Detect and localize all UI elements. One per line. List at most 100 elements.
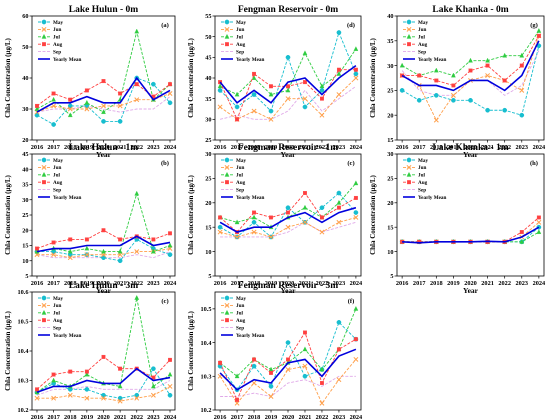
legend-label-sep: Sep (236, 325, 244, 331)
data-point-jul (251, 75, 257, 80)
panel-title: Lake Khanka - 0m (432, 5, 508, 15)
x-tick-label: 2019 (447, 144, 460, 151)
data-point-jun (167, 383, 173, 389)
data-point-aug (417, 73, 422, 78)
data-point-aug (303, 191, 307, 195)
data-point-jun (336, 219, 342, 225)
series-line-mean (219, 348, 357, 391)
data-point-may (485, 107, 490, 113)
x-tick-label: 2024 (350, 144, 363, 151)
legend-label-jun: Jun (236, 27, 244, 33)
data-point-may (451, 97, 456, 103)
x-tick-label: 2018 (430, 280, 443, 287)
series-line-mean (401, 40, 540, 92)
data-point-jul (502, 52, 508, 58)
data-point-jun (234, 400, 240, 406)
legend-label-mean: Yearly Mean (53, 57, 81, 63)
data-point-may (285, 340, 291, 345)
legend-label-jun: Jun (53, 27, 61, 33)
data-point-aug (320, 96, 324, 101)
data-point-jul (536, 28, 542, 33)
data-point-jun (336, 92, 342, 97)
legend-marker-aug (42, 42, 46, 47)
x-tick-label: 2022 (316, 414, 329, 419)
data-point-aug (468, 68, 473, 73)
legend-marker-jun (41, 302, 47, 308)
data-point-aug (168, 231, 172, 236)
data-point-may (468, 97, 473, 103)
data-point-aug (286, 357, 290, 362)
x-axis-label: Year (96, 286, 112, 295)
data-point-jun (319, 112, 325, 118)
legend-label-mean: Yearly Mean (53, 333, 81, 339)
legend-marker-jun (406, 164, 412, 170)
data-point-jul (319, 83, 325, 89)
data-point-jul (134, 28, 140, 34)
data-point-may (336, 190, 342, 196)
y-tick-label: 45 (22, 151, 28, 158)
data-point-aug (336, 67, 341, 72)
panel-title: Fengman Reservoir - 0m (238, 5, 338, 15)
data-point-jul (485, 57, 490, 63)
y-axis-label: Chla Concentration (μg/L) (4, 37, 12, 117)
x-tick-label: 2017 (231, 144, 244, 151)
data-point-aug (84, 237, 89, 242)
data-point-may (319, 205, 325, 211)
data-point-jun (285, 96, 291, 102)
x-tick-label: 2023 (147, 280, 160, 287)
data-point-aug (536, 33, 541, 38)
x-tick-label: 2016 (31, 144, 44, 151)
legend-marker-may (41, 295, 47, 301)
data-point-jun (67, 255, 73, 261)
data-point-may (416, 97, 422, 103)
data-point-jun (519, 87, 525, 93)
panel-label: (b) (161, 160, 169, 167)
data-point-aug (51, 372, 56, 377)
legend-marker-jun (224, 164, 230, 170)
legend-marker-aug (407, 42, 411, 47)
legend-label-aug: Aug (53, 318, 63, 324)
data-point-may (217, 88, 223, 93)
data-point-aug (286, 84, 290, 89)
data-point-aug (269, 370, 273, 375)
x-tick-label: 2022 (130, 280, 143, 287)
data-point-aug (320, 381, 324, 385)
data-point-jul (51, 377, 56, 383)
data-point-aug (51, 91, 56, 96)
legend-label-may: May (418, 158, 428, 164)
data-point-may (251, 219, 257, 225)
data-point-jun (433, 117, 439, 123)
y-tick-label: 5 (390, 273, 393, 280)
data-point-aug (68, 97, 73, 102)
legend-label-jul: Jul (236, 35, 243, 41)
y-tick-label: 20 (387, 112, 393, 119)
data-point-jul (353, 46, 359, 51)
data-point-may (234, 104, 240, 110)
data-point-jun (34, 395, 40, 401)
data-point-jul (134, 190, 140, 196)
y-tick-label: 10.3 (17, 378, 28, 385)
data-point-aug (417, 239, 422, 244)
legend-label-jun: Jun (236, 303, 244, 309)
data-point-jul (67, 112, 73, 118)
data-point-jun (536, 219, 542, 225)
data-point-jul (285, 87, 291, 93)
x-tick-label: 2024 (164, 144, 177, 151)
panel-title: Lake Hulun - 1m (69, 143, 139, 153)
legend-marker-jul (41, 309, 47, 315)
data-point-may (151, 366, 156, 372)
data-point-may (319, 88, 325, 93)
data-point-jul (353, 180, 359, 186)
data-point-jun (251, 380, 257, 386)
data-point-aug (235, 117, 240, 122)
legend-marker-jul (41, 33, 47, 39)
x-tick-label: 2023 (147, 144, 160, 151)
panel-label: (d) (347, 22, 355, 29)
legend-marker-aug (225, 318, 229, 323)
